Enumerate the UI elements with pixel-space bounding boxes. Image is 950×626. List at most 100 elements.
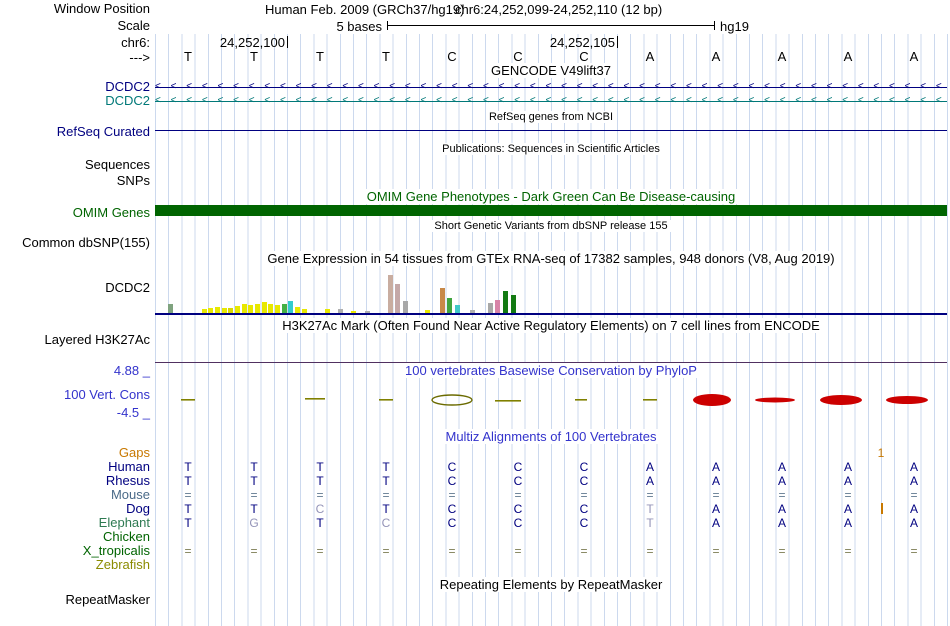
- multiz-track-title[interactable]: Multiz Alignments of 100 Vertebrates: [155, 429, 947, 444]
- gtex-tissue-bar: [248, 305, 253, 313]
- alignment-base: A: [711, 474, 721, 488]
- alignment-base: =: [646, 544, 654, 558]
- multiz-species-gaps[interactable]: Gaps: [118, 445, 150, 460]
- alignment-base: =: [778, 488, 786, 502]
- gencode-track-title[interactable]: GENCODE V49lift37: [155, 63, 947, 78]
- alignment-base: =: [844, 488, 852, 502]
- alignment-base: T: [316, 460, 324, 474]
- alignment-base: C: [447, 460, 457, 474]
- alignment-base: C: [579, 502, 589, 516]
- sequence-base: A: [843, 49, 853, 64]
- gtex-tissue-bar: [403, 301, 408, 313]
- alignment-base: =: [382, 544, 390, 558]
- chromosome-label: chr6:: [121, 35, 150, 50]
- multiz-species-zebrafish[interactable]: Zebrafish: [95, 557, 150, 572]
- gtex-track-title[interactable]: Gene Expression in 54 tissues from GTEx …: [155, 251, 947, 266]
- gtex-tissue-bar: [365, 311, 370, 313]
- phylop-mark: [755, 397, 795, 403]
- multiz-species-dog[interactable]: Dog: [126, 501, 150, 516]
- refseq-track-title[interactable]: RefSeq genes from NCBI: [155, 111, 947, 123]
- multiz-row-x_tropicalis: = = = = = = = = = = = =: [155, 544, 947, 558]
- gene-model-dcdc2-1[interactable]: < < < < < < < < < < < < < < < < < < < < …: [155, 81, 947, 93]
- alignment-base: =: [580, 488, 588, 502]
- phylop-track-label[interactable]: 100 Vert. Cons: [64, 387, 150, 402]
- assembly-title: Human Feb. 2009 (GRCh37/hg19): [265, 2, 465, 17]
- sequences-track-label[interactable]: Sequences: [84, 157, 150, 172]
- gtex-gene-label[interactable]: DCDC2: [105, 280, 150, 295]
- gtex-tissue-bar: [295, 307, 300, 313]
- gtex-expression-bars: [155, 271, 947, 313]
- gtex-tissue-bar: [503, 291, 508, 313]
- alignment-base: =: [250, 544, 258, 558]
- h3k27ac-track-title[interactable]: H3K27Ac Mark (Often Found Near Active Re…: [155, 318, 947, 333]
- alignment-base: T: [250, 460, 258, 474]
- phylop-mark: [575, 399, 587, 401]
- alignment-base: C: [513, 516, 523, 530]
- alignment-base: C: [579, 460, 589, 474]
- multiz-row-mouse: = = = = = = = = = = = =: [155, 488, 947, 502]
- gtex-tissue-bar: [351, 311, 356, 313]
- alignment-base: T: [382, 460, 390, 474]
- omim-track-label[interactable]: OMIM Genes: [72, 205, 150, 220]
- h3k27ac-track-label[interactable]: Layered H3K27Ac: [44, 332, 150, 347]
- publications-track-title[interactable]: Publications: Sequences in Scientific Ar…: [155, 143, 947, 155]
- dbsnp-track-label[interactable]: Common dbSNP(155): [22, 235, 150, 250]
- scale-bar: [387, 21, 715, 30]
- gtex-tissue-bar: [255, 304, 260, 313]
- phylop-min-value: -4.5 _: [116, 405, 150, 420]
- multiz-row-chicken: [155, 530, 947, 544]
- alignment-base: =: [316, 488, 324, 502]
- gene-label-dcdc2-1[interactable]: DCDC2: [105, 79, 150, 94]
- sequence-base: T: [382, 49, 390, 64]
- gtex-tissue-bar: [338, 309, 343, 313]
- gtex-tissue-bar: [455, 305, 460, 313]
- gene-label-dcdc2-2[interactable]: DCDC2: [105, 93, 150, 108]
- ruler-tick: [287, 36, 288, 48]
- phylop-max-value: 4.88 _: [113, 363, 150, 378]
- repeatmasker-track-title[interactable]: Repeating Elements by RepeatMasker: [155, 577, 947, 592]
- alignment-base: =: [910, 544, 918, 558]
- alignment-base: T: [382, 474, 390, 488]
- multiz-row-zebrafish: [155, 558, 947, 572]
- alignment-base: C: [513, 474, 523, 488]
- alignment-base: =: [382, 488, 390, 502]
- alignment-base: A: [711, 516, 721, 530]
- refseq-gene-line[interactable]: [155, 130, 947, 131]
- multiz-species-rhesus[interactable]: Rhesus: [105, 473, 150, 488]
- multiz-species-chicken[interactable]: Chicken: [103, 529, 150, 544]
- gtex-tissue-bar: [202, 309, 207, 313]
- alignment-base: A: [843, 502, 853, 516]
- alignment-base: =: [580, 544, 588, 558]
- gtex-tissue-bar: [447, 298, 452, 313]
- position-range: chr6:24,252,099-24,252,110 (12 bp): [455, 2, 663, 17]
- alignment-base: A: [711, 502, 721, 516]
- multiz-species-human[interactable]: Human: [108, 459, 150, 474]
- gene-model-dcdc2-2[interactable]: < < < < < < < < < < < < < < < < < < < < …: [155, 95, 947, 107]
- alignment-base: T: [184, 460, 192, 474]
- alignment-base: A: [909, 460, 919, 474]
- alignment-base: T: [184, 502, 192, 516]
- alignment-base: =: [184, 488, 192, 502]
- sequence-base: A: [909, 49, 919, 64]
- alignment-base: T: [382, 502, 390, 516]
- snps-track-label[interactable]: SNPs: [116, 173, 150, 188]
- multiz-species-mouse[interactable]: Mouse: [110, 487, 150, 502]
- repeatmasker-track-label[interactable]: RepeatMasker: [65, 592, 150, 607]
- refseq-track-label[interactable]: RefSeq Curated: [56, 124, 150, 139]
- alignment-base: =: [844, 544, 852, 558]
- omim-gene-bar[interactable]: [155, 205, 947, 216]
- gtex-tissue-bar: [511, 295, 516, 313]
- phylop-track-title[interactable]: 100 vertebrates Basewise Conservation by…: [155, 363, 947, 378]
- alignment-base: A: [909, 474, 919, 488]
- dbsnp-track-title[interactable]: Short Genetic Variants from dbSNP releas…: [155, 220, 947, 232]
- strand-direction-label: --->: [129, 50, 150, 65]
- omim-track-title[interactable]: OMIM Gene Phenotypes - Dark Green Can Be…: [155, 189, 947, 204]
- alignment-base: A: [777, 502, 787, 516]
- gtex-tissue-bar: [268, 304, 273, 313]
- sequence-base: T: [250, 49, 258, 64]
- gtex-tissue-bar: [495, 300, 500, 313]
- multiz-species-elephant[interactable]: Elephant: [98, 515, 150, 530]
- alignment-base: C: [381, 516, 391, 530]
- multiz-species-x_tropicalis[interactable]: X_tropicalis: [82, 543, 150, 558]
